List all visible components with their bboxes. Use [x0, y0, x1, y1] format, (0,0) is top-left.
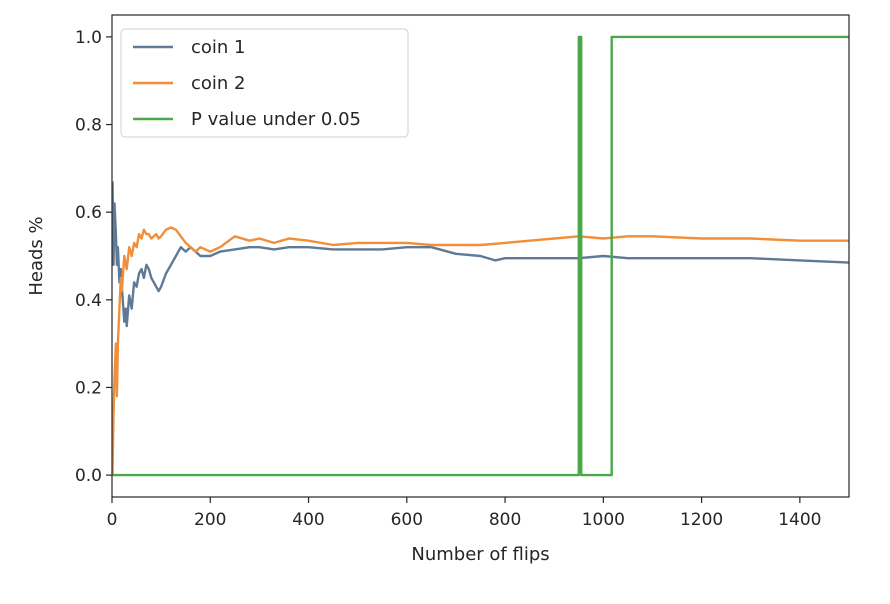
axes-frame: [111, 14, 850, 498]
y-axis-label: Heads %: [26, 216, 47, 295]
y-tick-label: 0.0: [75, 466, 102, 486]
x-tick-label: 200: [194, 510, 226, 530]
series-line-1: [112, 181, 849, 328]
series-line-2: [112, 226, 849, 476]
x-tick-label: 800: [489, 510, 521, 530]
x-axis-label: Number of flips: [411, 544, 549, 565]
y-tick-label: 0.8: [75, 116, 102, 136]
axes-border: [111, 14, 850, 498]
x-axis-ticks: 0 200 400 600 800 1000 1200 1400: [107, 497, 821, 530]
y-tick-label: 1.0: [75, 28, 102, 48]
y-tick-label: 0.2: [75, 378, 102, 398]
y-axis-ticks: 0.0 0.2 0.4 0.6 0.8 1.0: [75, 28, 112, 486]
legend: coin 1 coin 2 P value under 0.05: [120, 28, 409, 138]
x-tick-label: 600: [391, 510, 423, 530]
legend-entry: coin 2: [191, 73, 246, 94]
x-tick-label: 1000: [582, 510, 625, 530]
plot-area: [112, 35, 849, 477]
x-tick-label: 1200: [680, 510, 723, 530]
legend-box: [120, 28, 409, 138]
legend-entry: coin 1: [191, 37, 246, 58]
legend-entry: P value under 0.05: [191, 109, 361, 130]
y-tick-label: 0.6: [75, 203, 102, 223]
x-tick-label: 1400: [778, 510, 821, 530]
series-line-3: [112, 35, 849, 477]
y-tick-label: 0.4: [75, 291, 102, 311]
x-tick-label: 400: [292, 510, 324, 530]
x-tick-label: 0: [107, 510, 118, 530]
